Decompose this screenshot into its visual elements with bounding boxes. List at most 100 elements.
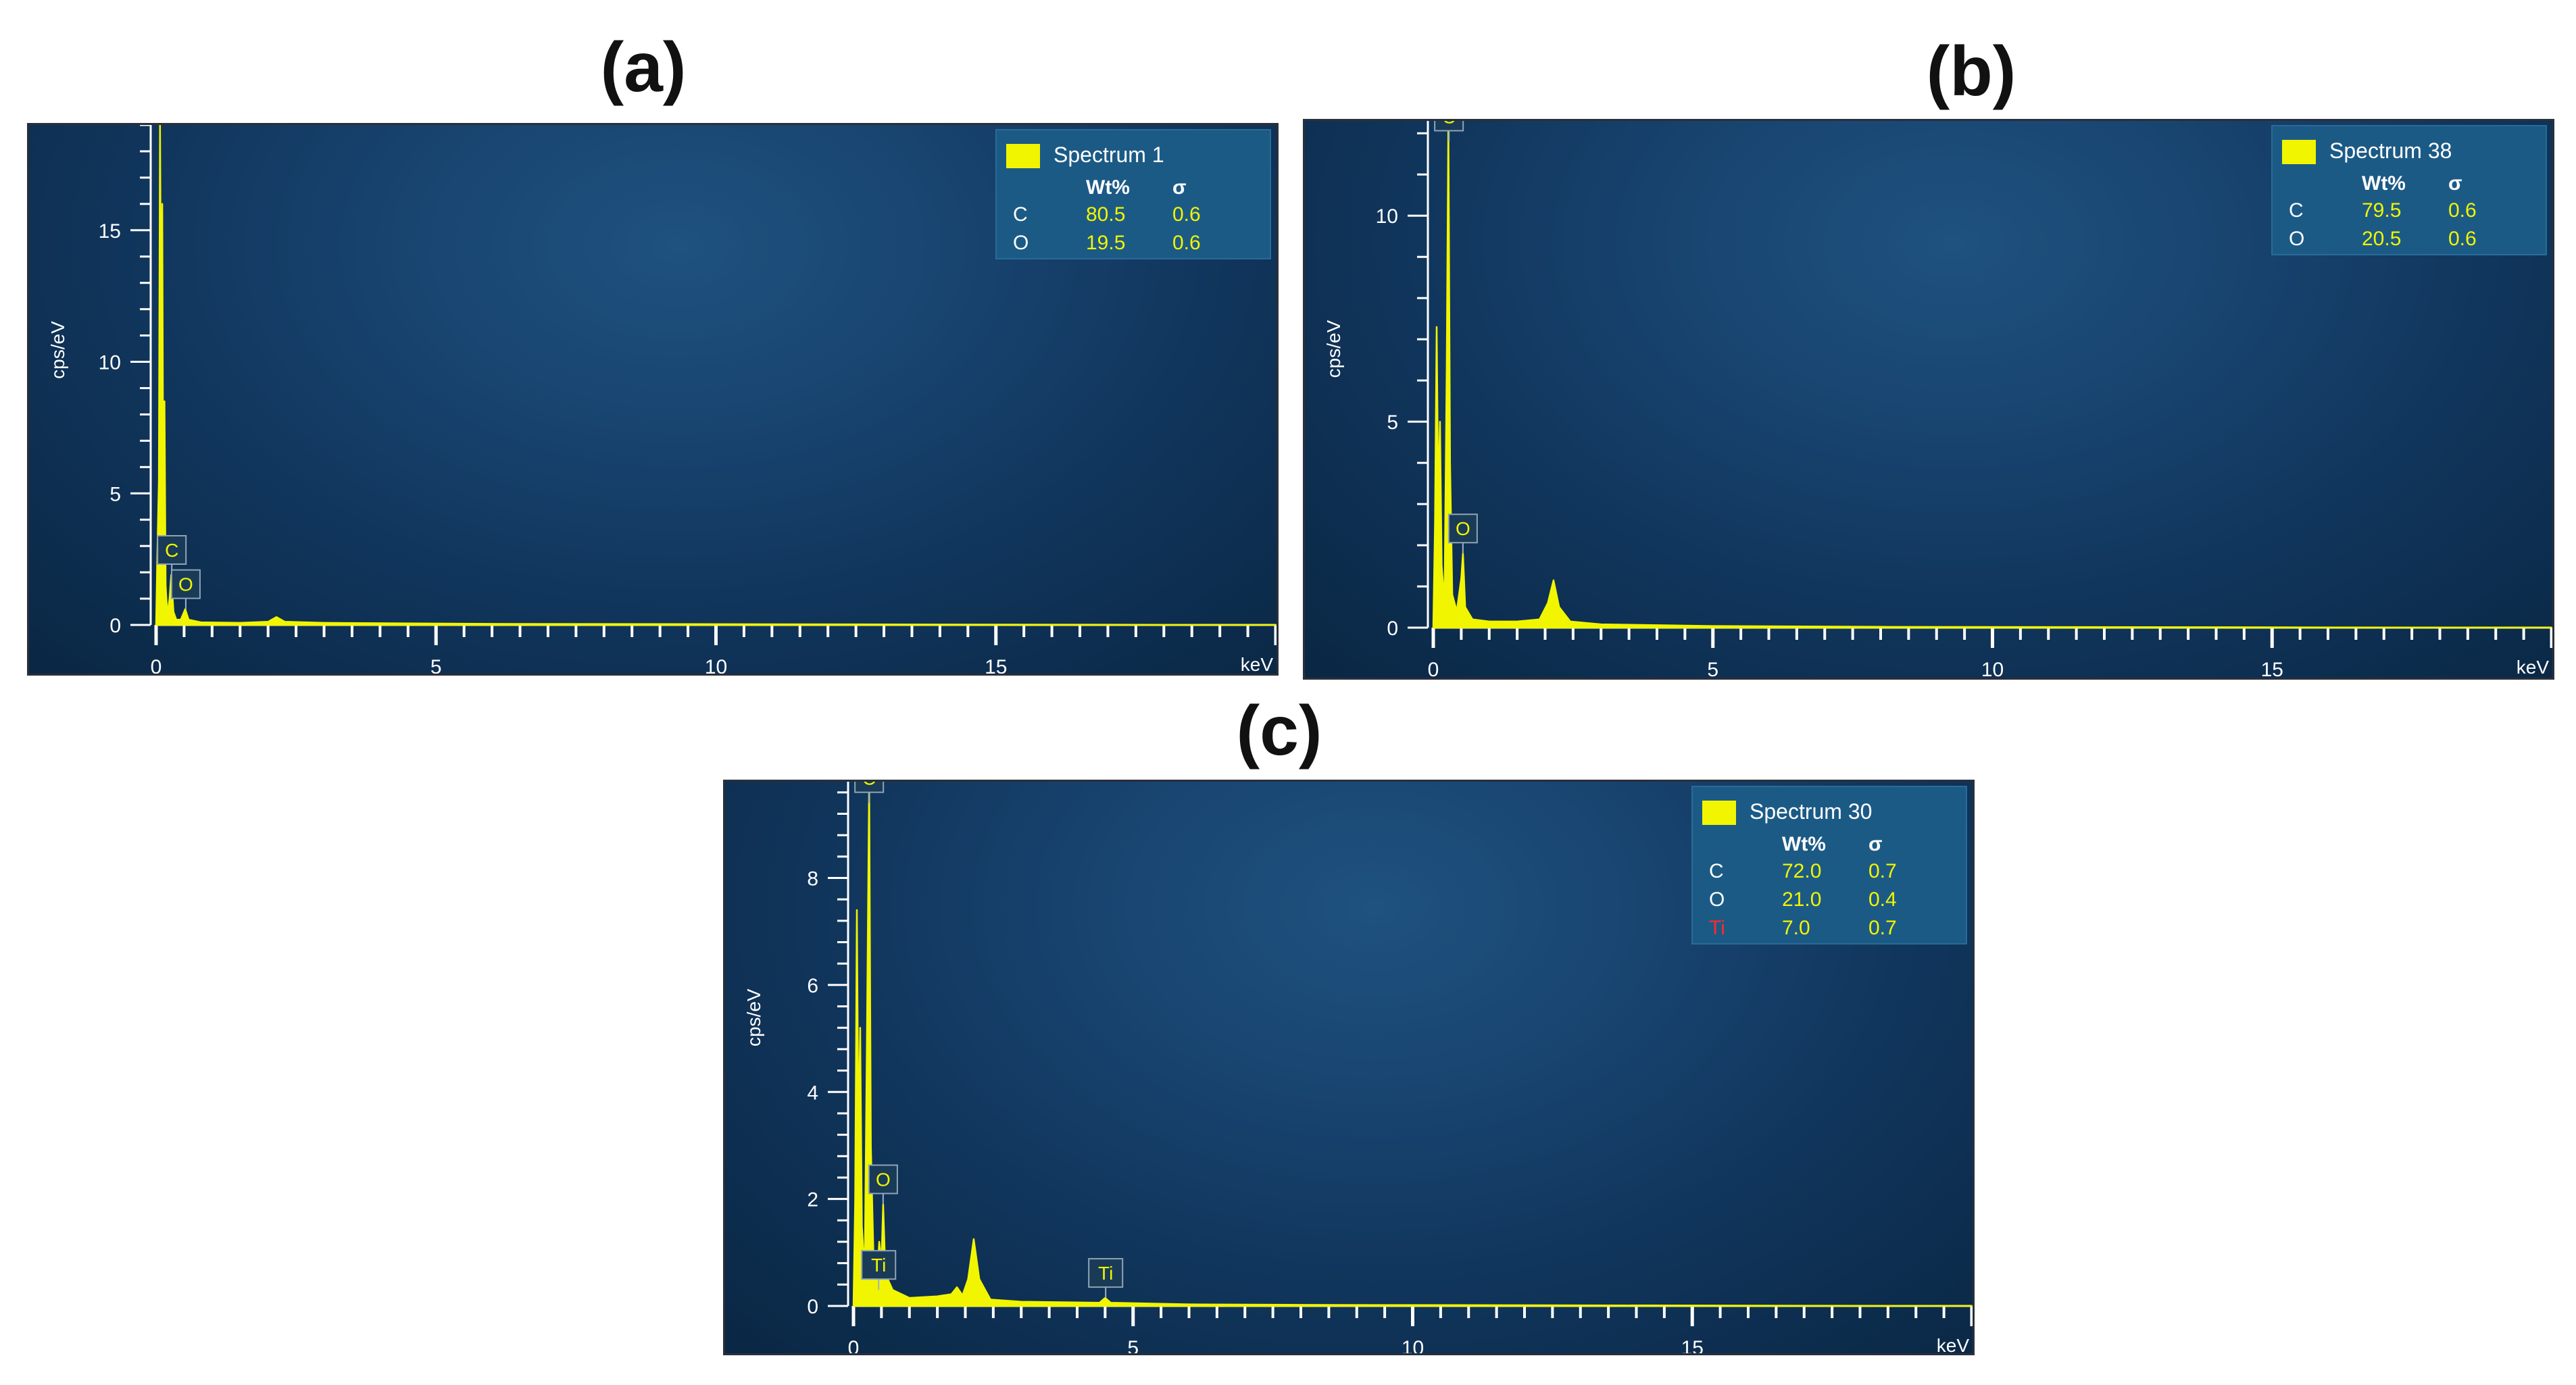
y-tick-label: 5 — [109, 483, 121, 505]
panel-label-c: (c) — [1236, 692, 1322, 770]
y-tick-label: 10 — [1376, 205, 1398, 228]
y-axis-label: cps/eV — [743, 988, 764, 1047]
peak-label: C — [854, 782, 885, 803]
legend-box: Spectrum 30 Wt% σ C 72.0 0.7 O 21.0 0.4 Ti 7.0 0.7 — [1691, 786, 1967, 945]
legend-row: C 72.0 0.7 — [1693, 860, 1966, 887]
y-tick-label: 15 — [99, 220, 121, 243]
legend-wt-value: 72.0 — [1782, 860, 1822, 882]
legend-sigma-value: 0.7 — [1868, 917, 1897, 939]
y-tick-label: 4 — [807, 1082, 818, 1104]
peak-label: C — [1434, 121, 1464, 142]
x-tick-label: 0 — [848, 1337, 860, 1355]
legend-swatch — [1006, 144, 1040, 168]
legend-wt-value: 80.5 — [1086, 203, 1126, 226]
legend-sigma-value: 0.4 — [1868, 888, 1897, 911]
peak-label: O — [1447, 513, 1478, 554]
legend-element: O — [2289, 228, 2305, 250]
peak-label: C — [157, 535, 187, 575]
legend-header-sigma: σ — [2448, 172, 2462, 195]
legend-row: O 21.0 0.4 — [1693, 888, 1966, 915]
y-tick-label: 5 — [1387, 411, 1398, 434]
svg-text:O: O — [178, 574, 193, 595]
svg-text:Ti: Ti — [871, 1255, 886, 1276]
x-tick-label: 0 — [151, 656, 162, 676]
peak-label: O — [170, 569, 201, 609]
legend-wt-value: 21.0 — [1782, 888, 1822, 911]
legend-header-sigma: σ — [1172, 176, 1187, 199]
y-tick-label: 6 — [807, 975, 818, 997]
legend-row: C 79.5 0.6 — [2273, 199, 2546, 226]
peak-label: Ti — [861, 1250, 897, 1290]
peak-label: Ti — [1088, 1258, 1124, 1299]
legend-spectrum-name: Spectrum 30 — [1750, 799, 1873, 824]
legend-header-sigma: σ — [1868, 833, 1883, 855]
x-tick-label: 10 — [1402, 1337, 1424, 1355]
spectrum-trace — [1432, 121, 2552, 629]
x-tick-label: 5 — [1127, 1337, 1139, 1355]
legend-spectrum-name: Spectrum 1 — [1054, 143, 1164, 167]
x-axis-label: keV — [1937, 1335, 1970, 1355]
x-axis-label: keV — [2517, 657, 2550, 678]
x-tick-label: 0 — [1428, 659, 1439, 680]
legend-box: Spectrum 1 Wt% σ C 80.5 0.6 O 19.5 0.6 — [995, 129, 1271, 259]
x-tick-label: 10 — [705, 656, 727, 676]
legend-sigma-value: 0.6 — [1172, 232, 1201, 254]
panel-label-a: (a) — [600, 28, 687, 107]
x-tick-label: 15 — [985, 656, 1007, 676]
svg-text:Ti: Ti — [1098, 1263, 1113, 1284]
svg-text:O: O — [1456, 518, 1470, 539]
y-tick-label: 8 — [807, 868, 818, 890]
legend-wt-value: 7.0 — [1782, 917, 1810, 939]
legend-row: Ti 7.0 0.7 — [1693, 917, 1966, 944]
y-tick-label: 2 — [807, 1189, 818, 1211]
legend-row: C 80.5 0.6 — [997, 203, 1270, 230]
legend-row: O 19.5 0.6 — [997, 232, 1270, 259]
legend-header-wt: Wt% — [1086, 176, 1130, 199]
legend-swatch — [2282, 140, 2316, 164]
svg-text:O: O — [876, 1169, 891, 1190]
spectrum-panel-a: 0 5 10 15 keV 0 5 10 15 cps/eV C O Spectrum 1 Wt% σ C 80… — [27, 123, 1279, 676]
legend-element: Ti — [1709, 917, 1725, 939]
legend-row: O 20.5 0.6 — [2273, 228, 2546, 255]
legend-element: C — [1013, 203, 1028, 226]
y-tick-label: 0 — [1387, 618, 1398, 640]
peak-label: O — [868, 1164, 898, 1205]
legend-sigma-value: 0.6 — [2448, 228, 2477, 250]
legend-spectrum-name: Spectrum 38 — [2329, 138, 2452, 163]
svg-text:C: C — [1442, 121, 1456, 127]
legend-element: C — [2289, 199, 2304, 222]
svg-text:C: C — [862, 782, 876, 789]
x-tick-label: 10 — [1981, 659, 2004, 680]
legend-wt-value: 20.5 — [2362, 228, 2402, 250]
legend-wt-value: 19.5 — [1086, 232, 1126, 254]
panel-label-b: (b) — [1926, 32, 2016, 111]
y-tick-label: 0 — [807, 1296, 818, 1318]
legend-box: Spectrum 38 Wt% σ C 79.5 0.6 O 20.5 0.6 — [2271, 125, 2547, 255]
x-axis-label: keV — [1241, 654, 1274, 675]
spectrum-trace — [852, 782, 1973, 1307]
legend-sigma-value: 0.7 — [1868, 860, 1897, 882]
legend-swatch — [1702, 801, 1736, 825]
legend-wt-value: 79.5 — [2362, 199, 2402, 222]
x-tick-label: 15 — [2261, 659, 2283, 680]
legend-sigma-value: 0.6 — [2448, 199, 2477, 222]
y-axis-label: cps/eV — [1323, 320, 1344, 378]
legend-element: O — [1709, 888, 1725, 911]
legend-sigma-value: 0.6 — [1172, 203, 1201, 226]
legend-header-wt: Wt% — [2362, 172, 2406, 195]
y-axis-label: cps/eV — [47, 321, 68, 379]
y-tick-label: 0 — [109, 615, 121, 637]
x-tick-label: 15 — [1681, 1337, 1704, 1355]
svg-text:C: C — [165, 540, 178, 561]
x-tick-label: 5 — [1707, 659, 1718, 680]
legend-element: C — [1709, 860, 1724, 882]
legend-element: O — [1013, 232, 1029, 254]
x-tick-label: 5 — [430, 656, 442, 676]
spectrum-trace — [155, 125, 1277, 626]
legend-header-wt: Wt% — [1782, 833, 1826, 855]
